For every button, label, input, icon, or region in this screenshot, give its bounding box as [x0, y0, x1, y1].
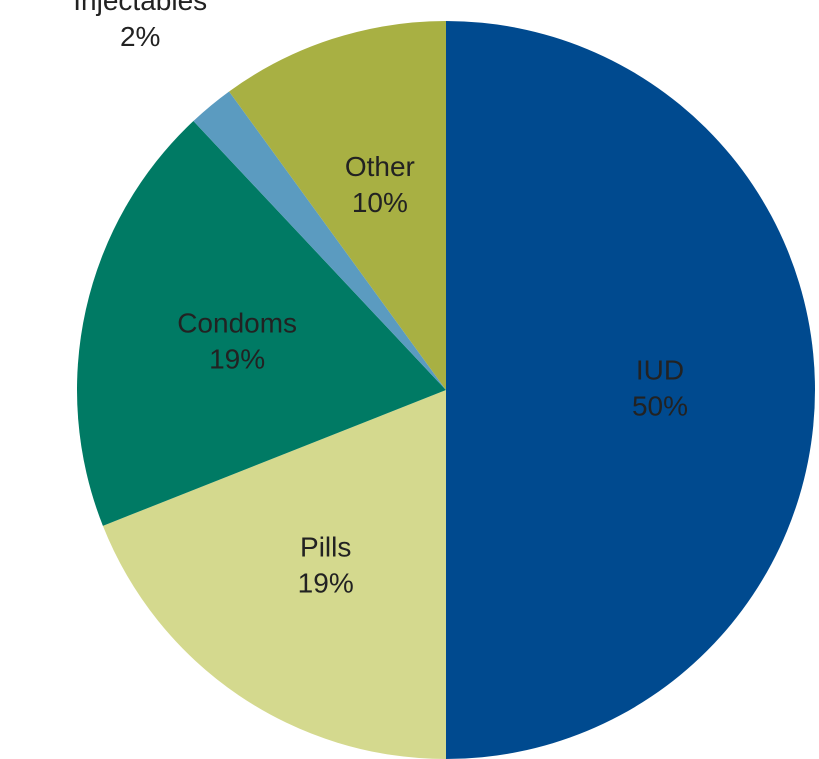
slice-value-label: 10% [352, 187, 408, 218]
slice-label: Pills [300, 531, 351, 562]
slice-value-label: 50% [632, 390, 688, 421]
pie-slice [229, 21, 446, 390]
pie-slice [77, 121, 446, 526]
pie-slice [446, 21, 815, 759]
slice-value-label: 19% [298, 567, 354, 598]
slice-value-label: 19% [209, 344, 265, 375]
slice-label: IUD [636, 354, 684, 385]
slice-value-label: 2% [120, 21, 160, 52]
slice-label: Condoms [177, 308, 297, 339]
slice-label: Other [345, 151, 415, 182]
slice-label: Injectables [73, 0, 207, 16]
pie-slice [102, 390, 446, 759]
pie-slice [193, 91, 446, 391]
